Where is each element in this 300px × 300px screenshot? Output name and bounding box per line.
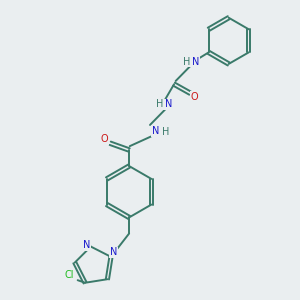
Text: N: N [192,57,199,67]
Text: Cl: Cl [64,270,74,280]
Text: N: N [83,240,91,250]
Text: H: H [162,127,170,137]
Text: N: N [152,126,159,136]
Text: H: H [156,99,163,110]
Text: O: O [191,92,198,102]
Text: N: N [165,99,172,110]
Text: N: N [110,247,117,257]
Text: O: O [100,134,108,144]
Text: H: H [183,57,190,67]
